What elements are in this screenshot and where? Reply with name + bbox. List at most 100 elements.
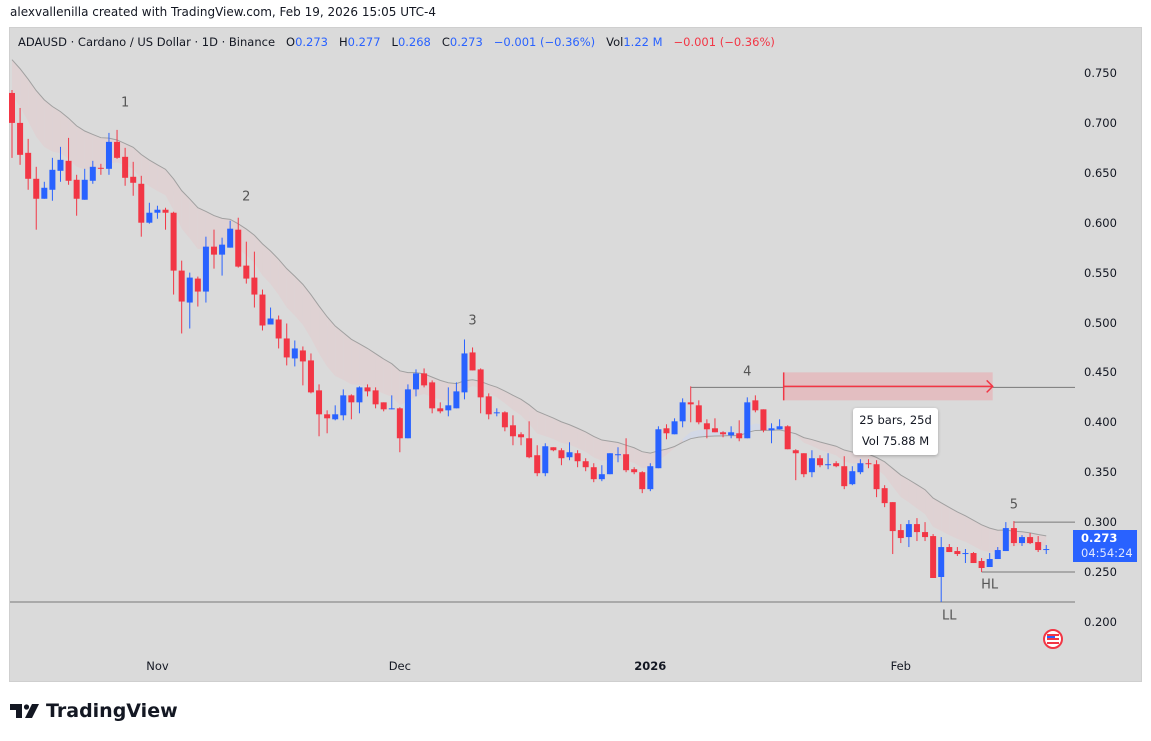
candle[interactable] — [1043, 545, 1050, 555]
candle[interactable] — [574, 450, 581, 468]
candle[interactable] — [720, 431, 727, 438]
candle[interactable] — [986, 553, 993, 568]
candle[interactable] — [889, 502, 896, 555]
candle[interactable] — [122, 147, 129, 186]
candle[interactable] — [897, 524, 904, 544]
candle[interactable] — [291, 340, 298, 367]
candle[interactable] — [913, 518, 920, 542]
candle[interactable] — [849, 466, 856, 486]
candle[interactable] — [388, 395, 395, 410]
candle[interactable] — [962, 549, 969, 564]
candle[interactable] — [194, 276, 201, 307]
candle[interactable] — [1002, 522, 1009, 552]
candle[interactable] — [202, 236, 209, 303]
candle[interactable] — [768, 423, 775, 444]
candle[interactable] — [857, 459, 864, 475]
candle[interactable] — [873, 460, 880, 498]
candle[interactable] — [792, 449, 799, 481]
candle[interactable] — [146, 202, 153, 224]
candle[interactable] — [1027, 533, 1034, 545]
candle[interactable] — [445, 387, 452, 417]
candle[interactable] — [340, 389, 347, 421]
candle[interactable] — [711, 418, 718, 433]
candle[interactable] — [57, 146, 64, 182]
candle[interactable] — [784, 425, 791, 450]
candle[interactable] — [114, 129, 121, 159]
chart-area[interactable] — [9, 27, 1142, 682]
candle[interactable] — [316, 384, 323, 437]
candle[interactable] — [453, 382, 460, 409]
candle[interactable] — [905, 520, 912, 548]
candle[interactable] — [105, 132, 112, 175]
candle[interactable] — [922, 522, 929, 542]
candle[interactable] — [841, 456, 848, 490]
candle[interactable] — [631, 467, 638, 475]
symbol-info[interactable]: ADAUSD · Cardano / US Dollar · 1D · Bina… — [18, 35, 276, 49]
candle[interactable] — [808, 450, 815, 478]
candle[interactable] — [695, 400, 702, 425]
candle[interactable] — [154, 205, 161, 219]
candle[interactable] — [162, 207, 169, 230]
candle[interactable] — [526, 421, 533, 459]
candle[interactable] — [404, 384, 411, 439]
candle[interactable] — [647, 463, 654, 492]
candle[interactable] — [25, 138, 32, 190]
candle[interactable] — [396, 407, 403, 453]
us-flag-icon[interactable] — [1043, 629, 1063, 649]
candle[interactable] — [364, 384, 371, 397]
candle[interactable] — [970, 552, 977, 564]
candle[interactable] — [1035, 536, 1042, 553]
candle[interactable] — [227, 220, 234, 248]
candle[interactable] — [275, 315, 282, 349]
candle[interactable] — [930, 534, 937, 578]
candle[interactable] — [760, 409, 767, 433]
candle[interactable] — [1010, 521, 1017, 547]
candle[interactable] — [655, 426, 662, 469]
candle[interactable] — [590, 463, 597, 483]
candle[interactable] — [170, 211, 177, 295]
candle[interactable] — [485, 393, 492, 420]
candle[interactable] — [243, 241, 250, 284]
candle[interactable] — [703, 419, 710, 439]
candle[interactable] — [380, 402, 387, 412]
candle[interactable] — [598, 465, 605, 482]
candle[interactable] — [687, 386, 694, 423]
candle[interactable] — [356, 386, 363, 414]
candle[interactable] — [550, 447, 557, 452]
candle[interactable] — [558, 448, 565, 466]
candle[interactable] — [615, 447, 621, 463]
candle[interactable] — [663, 424, 670, 440]
candle[interactable] — [437, 402, 444, 414]
candle[interactable] — [81, 168, 88, 200]
candle[interactable] — [736, 420, 743, 442]
candle[interactable] — [509, 415, 516, 446]
candle[interactable] — [542, 443, 549, 477]
candle[interactable] — [307, 353, 314, 394]
candle[interactable] — [251, 251, 258, 308]
candle[interactable] — [235, 217, 242, 268]
candle[interactable] — [493, 408, 500, 417]
candle[interactable] — [49, 157, 56, 201]
candle[interactable] — [752, 395, 759, 413]
candle[interactable] — [865, 459, 872, 469]
candle[interactable] — [461, 339, 468, 400]
candle[interactable] — [671, 418, 678, 435]
candle[interactable] — [825, 453, 832, 470]
candle[interactable] — [566, 442, 573, 461]
candle[interactable] — [501, 411, 508, 432]
candle[interactable] — [130, 161, 137, 196]
candle[interactable] — [954, 547, 961, 557]
candle[interactable] — [833, 461, 840, 468]
candle[interactable] — [33, 166, 40, 230]
candle[interactable] — [639, 471, 646, 494]
candle[interactable] — [73, 174, 80, 216]
candle[interactable] — [372, 387, 379, 409]
candle[interactable] — [429, 380, 436, 414]
candle[interactable] — [534, 445, 541, 477]
candle[interactable] — [469, 347, 476, 371]
candle[interactable] — [938, 537, 945, 602]
candle[interactable] — [332, 405, 339, 421]
candle[interactable] — [946, 544, 953, 553]
candle[interactable] — [744, 397, 751, 439]
